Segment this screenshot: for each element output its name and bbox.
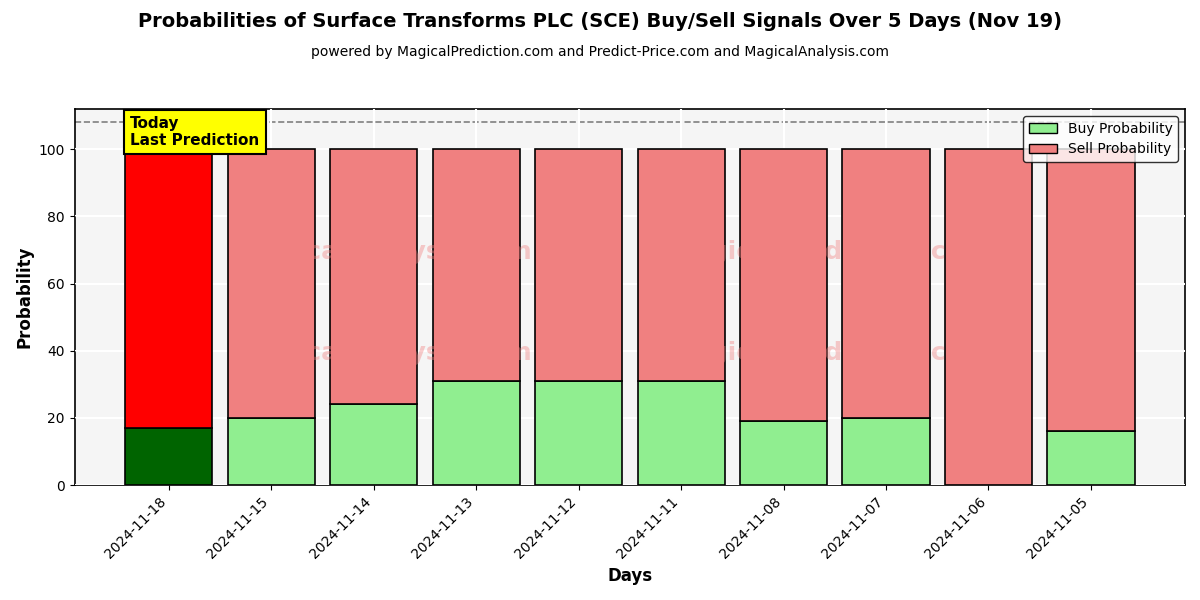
Bar	[740, 421, 827, 485]
Bar	[535, 149, 622, 381]
Bar	[125, 428, 212, 485]
Bar	[125, 149, 212, 428]
Text: MagicalAnalysis.com: MagicalAnalysis.com	[239, 240, 533, 264]
Text: Today
Last Prediction: Today Last Prediction	[131, 116, 259, 148]
Legend: Buy Probability, Sell Probability: Buy Probability, Sell Probability	[1024, 116, 1178, 162]
Bar	[1048, 149, 1134, 431]
Bar	[842, 149, 930, 418]
Y-axis label: Probability: Probability	[16, 246, 34, 348]
Bar	[432, 381, 520, 485]
Bar	[740, 149, 827, 421]
Bar	[535, 381, 622, 485]
X-axis label: Days: Days	[607, 567, 653, 585]
Text: MagicalPrediction.com: MagicalPrediction.com	[670, 341, 990, 365]
Bar	[330, 404, 418, 485]
Bar	[330, 149, 418, 404]
Bar	[1048, 431, 1134, 485]
Text: Probabilities of Surface Transforms PLC (SCE) Buy/Sell Signals Over 5 Days (Nov : Probabilities of Surface Transforms PLC …	[138, 12, 1062, 31]
Bar	[228, 418, 314, 485]
Bar	[944, 149, 1032, 485]
Bar	[432, 149, 520, 381]
Bar	[637, 381, 725, 485]
Text: powered by MagicalPrediction.com and Predict-Price.com and MagicalAnalysis.com: powered by MagicalPrediction.com and Pre…	[311, 45, 889, 59]
Bar	[228, 149, 314, 418]
Bar	[842, 418, 930, 485]
Text: MagicalAnalysis.com: MagicalAnalysis.com	[239, 341, 533, 365]
Bar	[637, 149, 725, 381]
Text: MagicalPrediction.com: MagicalPrediction.com	[670, 240, 990, 264]
